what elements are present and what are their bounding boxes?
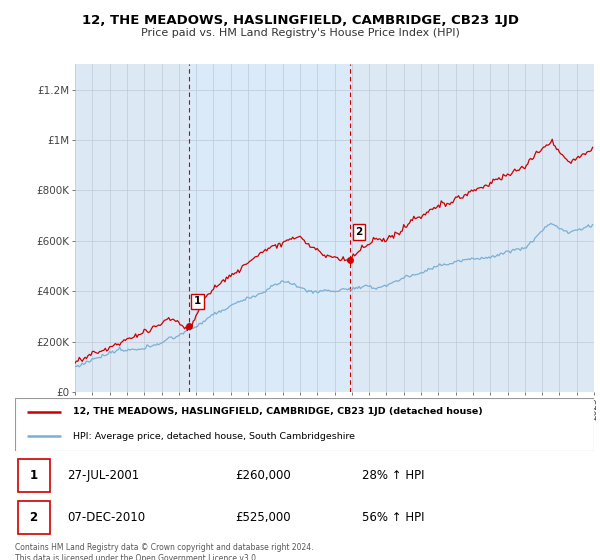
Text: 2: 2 [355, 227, 362, 237]
Text: £525,000: £525,000 [235, 511, 290, 524]
Text: Price paid vs. HM Land Registry's House Price Index (HPI): Price paid vs. HM Land Registry's House … [140, 28, 460, 38]
Text: £260,000: £260,000 [235, 469, 291, 482]
Text: Contains HM Land Registry data © Crown copyright and database right 2024.
This d: Contains HM Land Registry data © Crown c… [15, 543, 314, 560]
Text: 27-JUL-2001: 27-JUL-2001 [67, 469, 139, 482]
Text: 56% ↑ HPI: 56% ↑ HPI [362, 511, 425, 524]
Text: 07-DEC-2010: 07-DEC-2010 [67, 511, 145, 524]
Text: 1: 1 [29, 469, 38, 482]
Text: 12, THE MEADOWS, HASLINGFIELD, CAMBRIDGE, CB23 1JD (detached house): 12, THE MEADOWS, HASLINGFIELD, CAMBRIDGE… [73, 408, 482, 417]
Text: 12, THE MEADOWS, HASLINGFIELD, CAMBRIDGE, CB23 1JD: 12, THE MEADOWS, HASLINGFIELD, CAMBRIDGE… [82, 14, 518, 27]
FancyBboxPatch shape [18, 501, 50, 534]
Bar [188, 64, 350, 392]
FancyBboxPatch shape [15, 398, 594, 451]
Text: 2: 2 [29, 511, 38, 524]
Text: 1: 1 [194, 296, 201, 306]
Text: 28% ↑ HPI: 28% ↑ HPI [362, 469, 425, 482]
Text: HPI: Average price, detached house, South Cambridgeshire: HPI: Average price, detached house, Sout… [73, 432, 355, 441]
FancyBboxPatch shape [18, 459, 50, 492]
